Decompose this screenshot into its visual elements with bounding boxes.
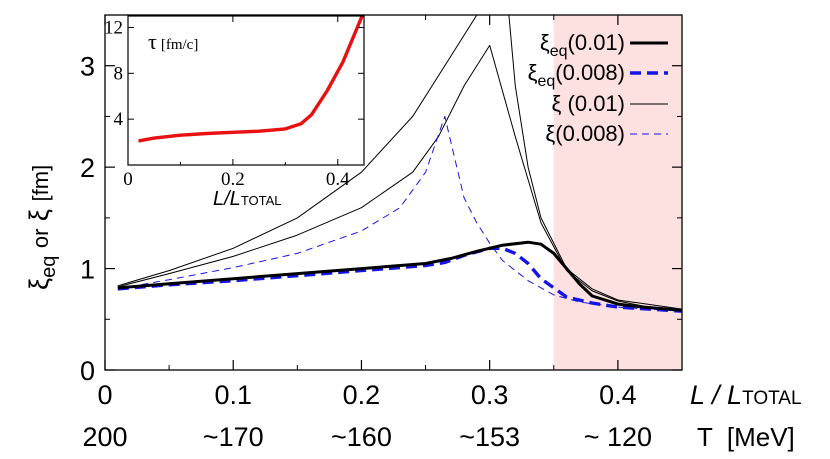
y-tick-label: 3 [80, 52, 95, 82]
inset-y-tick-label: 4 [114, 109, 124, 130]
x-tick-label: 0.4 [599, 380, 637, 410]
legend-param: (0.01) [568, 30, 625, 55]
y-label-xi: ξ [24, 278, 54, 290]
temperature-tick-label: ~170 [203, 422, 264, 452]
legend-label-1: ξeq(0.008) [528, 60, 625, 90]
inset-y-tick-label: 8 [114, 63, 124, 84]
legend-label-2: ξ (0.01) [552, 91, 625, 116]
y-axis-label: ξeq or ξ [fm] [24, 165, 60, 290]
inset-x-tick-label: 0.2 [221, 169, 245, 190]
inset-x-label-main: L/L [213, 188, 241, 210]
y-label-unit: [fm] [28, 165, 53, 202]
legend-symbol: ξ [540, 30, 550, 55]
inset-title-unit: [fm/c] [161, 37, 198, 53]
divergence-curve-right [508, 15, 682, 310]
temperature-tick-label: 200 [82, 422, 127, 452]
inset-x-tick-label: 0 [123, 169, 133, 190]
x-tick-label: 0.2 [343, 380, 381, 410]
series-line-2 [117, 44, 682, 311]
legend-symbol: ξ [528, 60, 538, 85]
legend-param: (0.008) [555, 121, 625, 146]
legend-param: (0.008) [555, 60, 625, 85]
plot-frame [104, 14, 683, 371]
legend-subscript: eq [537, 73, 555, 90]
inset-x-label: L/LTOTAL [213, 188, 282, 210]
legend-symbol: ξ [545, 121, 555, 146]
inset-y-tick-label: 12 [104, 17, 123, 38]
x-label-main: L / L [690, 380, 742, 410]
y-label-or: or [28, 229, 53, 249]
temperature-label: T [MeV] [697, 422, 795, 452]
y-label-eq: eq [38, 256, 60, 278]
legend-label-0: ξeq(0.01) [540, 30, 625, 60]
inset-background [128, 16, 364, 165]
temperature-tick-label: ~160 [331, 422, 392, 452]
legend-subscript: eq [550, 43, 568, 60]
inset-title: τ [fm/c] [148, 29, 198, 54]
svg-text:ξeq or ξ [fm]: ξeq or ξ [fm] [24, 165, 60, 290]
inset-title-tau: τ [148, 29, 157, 54]
y-label-xi-2: ξ [24, 209, 54, 221]
y-tick-label: 0 [80, 356, 95, 386]
x-axis-label: L / LTOTAL [690, 380, 802, 410]
x-tick-label: 0.1 [214, 380, 252, 410]
inset-series-line [138, 16, 364, 143]
inset-frame [127, 15, 365, 166]
temperature-tick-label: ~ 120 [584, 422, 652, 452]
x-tick-label: 0.3 [471, 380, 509, 410]
legend-label-3: ξ(0.008) [545, 121, 625, 146]
divergence-curve-left [117, 15, 478, 287]
y-tick-label: 2 [80, 153, 95, 183]
y-tick-label: 1 [80, 255, 95, 285]
legend-symbol: ξ [552, 91, 562, 116]
legend-param: (0.01) [561, 91, 625, 116]
series-line-3 [117, 115, 682, 312]
x-tick-label: 0 [97, 380, 112, 410]
inset-x-label-sub: TOTAL [241, 193, 282, 208]
series-line-0 [117, 240, 682, 312]
x-label-sub: TOTAL [742, 388, 801, 409]
temperature-tick-label: ~153 [459, 422, 520, 452]
inset-x-tick-label: 0.4 [326, 169, 350, 190]
